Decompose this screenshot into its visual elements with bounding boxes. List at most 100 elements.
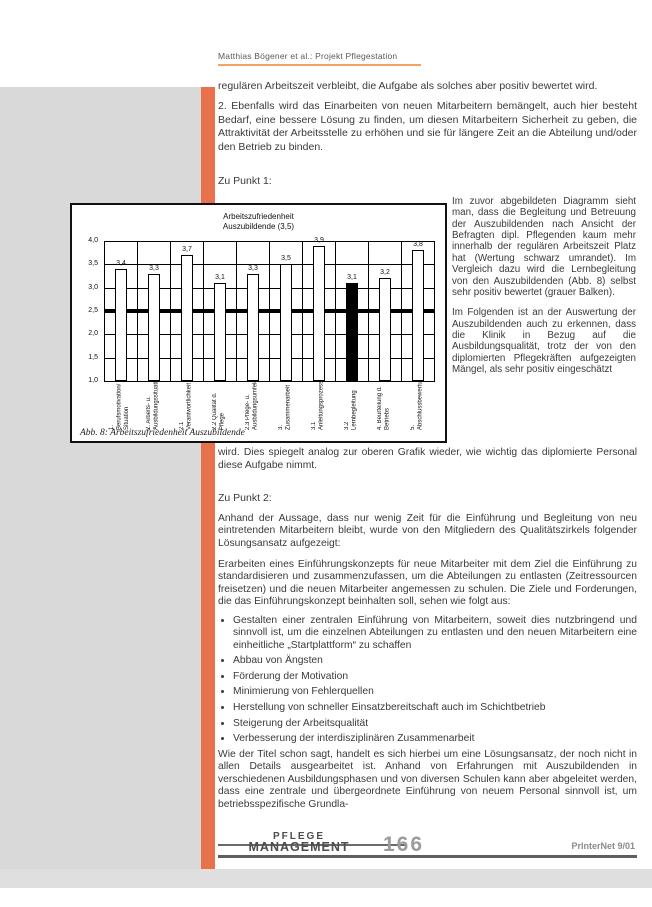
- x-category-label: 2.2 Qualität d. Pflege: [212, 392, 226, 430]
- journal-logo-line2: MANAGEMENT: [248, 840, 350, 854]
- x-category-label: 2.3 Pflege- u. Ausbildungsumfeld: [245, 379, 259, 430]
- bar-value-label: 3,1: [347, 274, 357, 281]
- chart-title-line1: Arbeitszufriedenheit: [223, 212, 294, 221]
- header-underline: [218, 64, 421, 66]
- x-category-label: 3. Zusammenarbeit: [278, 384, 292, 430]
- chart-category-cell: 3,3: [138, 241, 171, 381]
- upper-text-block: regulären Arbeitszeit verbleibt, die Auf…: [218, 80, 637, 189]
- footer-main-rule: [218, 855, 637, 858]
- x-label-cell: 2.1 Verantwortlichkeit: [170, 382, 203, 430]
- x-category-label: 1. Berufsmotivation/ Situation: [109, 383, 131, 430]
- bar: [214, 283, 226, 381]
- chart-category-cell: 3,3: [237, 241, 270, 381]
- x-category-label: 5. Abschlussbewertung: [410, 374, 424, 430]
- chart-y-axis: 4,0 3,5 3,0 2,5 2,0 1,5 1,0: [74, 237, 100, 384]
- bullet-item: Steigerung der Arbeitsqualität: [233, 718, 637, 731]
- bar-value-label: 3,2: [380, 269, 390, 277]
- x-category-label: 3.2 Lernbegleitung: [344, 390, 358, 430]
- y-tick-label: 1,0: [88, 377, 98, 384]
- y-tick-label: 2,5: [88, 307, 98, 314]
- side-paragraph-1: Im zuvor abgebildeten Diagramm sieht man…: [452, 196, 636, 298]
- bar-value-label: 3,7: [182, 246, 192, 253]
- issue-label: PrInterNet 9/01: [571, 841, 635, 851]
- chart-title: Arbeitszufriedenheit Auszubildende (3,5): [72, 212, 445, 233]
- bar-value-label: 3,1: [215, 274, 225, 281]
- bullet-item: Verbesserung der interdisziplinären Zusa…: [233, 733, 637, 746]
- running-header: Matthias Bögener et al.: Projekt Pfleges…: [218, 51, 398, 61]
- bar-value-label: 3,5: [281, 255, 291, 263]
- closing-paragraph: Wie der Titel schon sagt, handelt es sic…: [218, 748, 637, 810]
- bar: [247, 273, 259, 381]
- journal-logo-line1: PFLEGE: [272, 831, 325, 842]
- page-bottom-edge: [0, 869, 652, 888]
- chart-category-cell: 3,8: [402, 241, 435, 381]
- gridline: [105, 357, 435, 359]
- x-label-cell: 2.2 Qualität d. Pflege: [203, 382, 236, 430]
- page-number: 166: [383, 833, 425, 856]
- intro-paragraph-1: regulären Arbeitszeit verbleibt, die Auf…: [218, 80, 598, 92]
- chart-category-cell: 3,2: [369, 241, 402, 381]
- bar: [379, 278, 391, 381]
- x-label-cell: 3.2 Lernbegleitung: [335, 382, 368, 430]
- x-category-label: 3.1 Anleitungsprozess: [311, 380, 325, 430]
- x-label-cell: 4. Beurteilung d. Betriebs: [368, 382, 401, 430]
- lower-text-block: wird. Dies spiegelt analog zur oberen Gr…: [218, 447, 637, 811]
- chart-category-cell: 3,1: [336, 241, 369, 381]
- x-category-label: 4. Beurteilung d. Betriebs: [377, 386, 391, 430]
- chart-category-cell: 3,1: [204, 241, 237, 381]
- bar: [181, 255, 193, 381]
- bar: [313, 245, 325, 381]
- y-tick-label: 4,0: [88, 237, 98, 244]
- bar-value-label: 3,3: [149, 264, 159, 272]
- side-paragraph-2: Im Folgenden ist an der Auswertung der A…: [452, 307, 636, 376]
- intro-paragraph-2: 2. Ebenfalls wird das Einarbeiten von ne…: [218, 100, 637, 153]
- x-label-cell: 2. Arbeits- u. Ausbildungssituation: [137, 374, 170, 430]
- side-column: Im zuvor abgebildeten Diagramm sieht man…: [452, 196, 636, 384]
- chart-category-cell: 3,4: [105, 241, 138, 381]
- x-label-cell: 1. Berufsmotivation/ Situation: [104, 382, 137, 430]
- chart-title-line2: Auszubildende (3,5): [222, 222, 295, 232]
- x-category-label: 2. Arbeits- u. Ausbildungssituation: [146, 374, 160, 430]
- x-label-cell: 3. Zusammenarbeit: [269, 382, 302, 430]
- y-tick-label: 3,0: [88, 283, 98, 291]
- y-tick-label: 1,5: [88, 353, 98, 361]
- punkt2-heading: Zu Punkt 2:: [218, 492, 272, 505]
- y-tick-label: 3,5: [88, 260, 98, 268]
- bar: [412, 250, 424, 381]
- bar: [115, 269, 127, 381]
- bar: [148, 273, 160, 381]
- bullet-item: Förderung der Motivation: [233, 671, 637, 684]
- chart-x-labels: 1. Berufsmotivation/ Situation 2. Arbeits…: [104, 374, 434, 430]
- bar-highlighted: [346, 283, 358, 381]
- solution-bullets: Gestalten einer zentralen Einführung von…: [218, 615, 637, 746]
- x-label-cell: 2.3 Pflege- u. Ausbildungsumfeld: [236, 379, 269, 430]
- punkt2-paragraph-2: Erarbeiten eines Einführungskonzepts für…: [218, 558, 637, 608]
- gridline: [105, 264, 435, 266]
- gridline: [105, 241, 435, 242]
- chart-category-cell: 3,9: [303, 237, 336, 381]
- punkt1-heading: Zu Punkt 1:: [218, 175, 272, 188]
- journal-logo: PFLEGE MANAGEMENT: [243, 831, 355, 854]
- chart-plot: 3,4 3,3 3,7 3,1 3,3 3,5 3,9 3,1 3,2 3,8: [104, 237, 435, 382]
- reference-line: [105, 309, 435, 313]
- figure-chart: Arbeitszufriedenheit Auszubildende (3,5)…: [70, 203, 447, 443]
- bar-value-label: 3,4: [116, 260, 126, 267]
- bar-value-label: 3,3: [248, 264, 258, 272]
- gridline: [105, 334, 435, 336]
- bar: [280, 264, 292, 381]
- chart-category-cell: 3,5: [270, 241, 303, 381]
- punkt2-paragraph-1: Anhand der Aussage, dass nur wenig Zeit …: [218, 512, 637, 549]
- footer-thin-rule: [218, 844, 406, 846]
- bar-value-label: 3,9: [314, 236, 324, 244]
- figure-caption: Abb. 8: Arbeitszufriedenheit Auszubilden…: [80, 428, 245, 438]
- bullet-item: Abbau von Ängsten: [233, 655, 637, 668]
- y-tick-label: 2,0: [88, 330, 98, 338]
- gridline: [105, 287, 435, 289]
- bullet-item: Herstellung von schneller Einsatzbereits…: [233, 702, 637, 715]
- x-category-label: 2.1 Verantwortlichkeit: [179, 382, 193, 430]
- chart-cells: 3,4 3,3 3,7 3,1 3,3 3,5 3,9 3,1 3,2 3,8: [105, 237, 435, 381]
- bullet-item: Gestalten einer zentralen Einführung von…: [233, 615, 637, 653]
- chart-category-cell: 3,7: [171, 241, 204, 381]
- x-label-cell: 3.1 Anleitungsprozess: [302, 380, 335, 430]
